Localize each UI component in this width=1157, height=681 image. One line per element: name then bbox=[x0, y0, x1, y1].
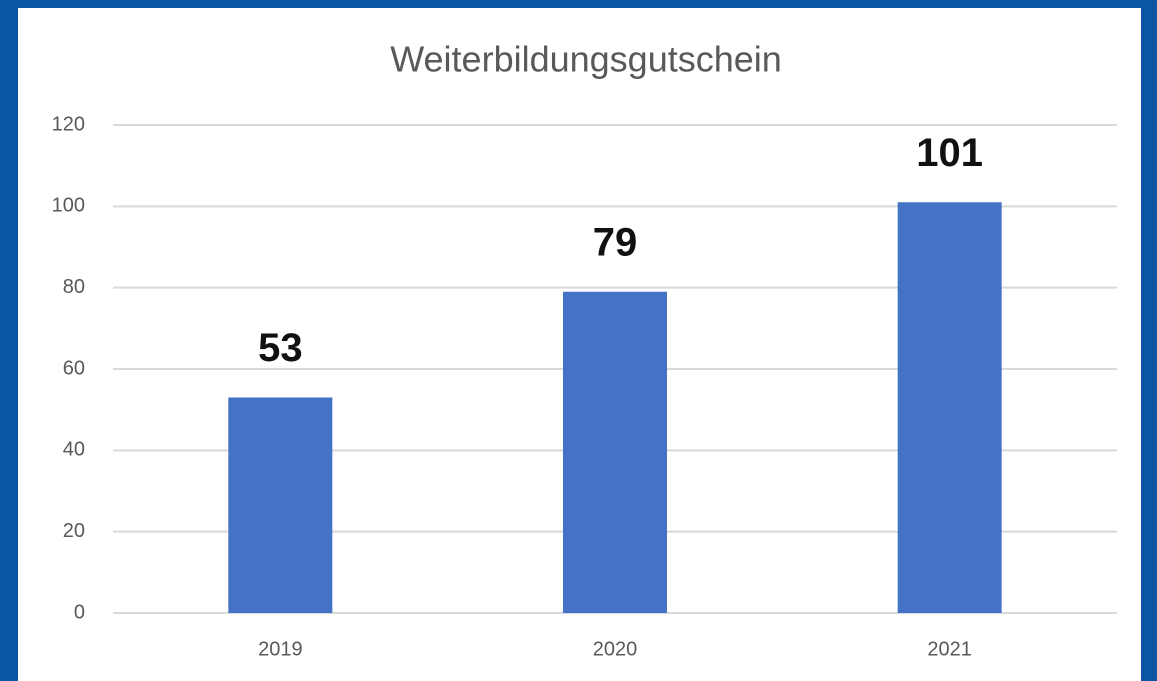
bar bbox=[228, 397, 333, 613]
y-tick-label: 80 bbox=[63, 276, 85, 298]
data-label: 101 bbox=[916, 131, 983, 175]
y-tick-label: 60 bbox=[63, 357, 85, 379]
x-tick-label: 2021 bbox=[927, 638, 972, 660]
x-tick-label: 2020 bbox=[593, 638, 638, 660]
y-tick-label: 40 bbox=[63, 439, 85, 461]
data-label: 53 bbox=[258, 326, 303, 370]
bar bbox=[897, 202, 1002, 613]
chart-title: Weiterbildungsgutschein bbox=[390, 39, 782, 80]
y-tick-label: 20 bbox=[63, 520, 85, 542]
y-tick-label: 100 bbox=[52, 195, 85, 217]
y-tick-label: 0 bbox=[74, 601, 85, 623]
y-tick-label: 120 bbox=[52, 113, 85, 135]
data-label: 79 bbox=[593, 220, 638, 264]
bar bbox=[563, 291, 667, 613]
x-tick-label: 2019 bbox=[258, 638, 303, 660]
